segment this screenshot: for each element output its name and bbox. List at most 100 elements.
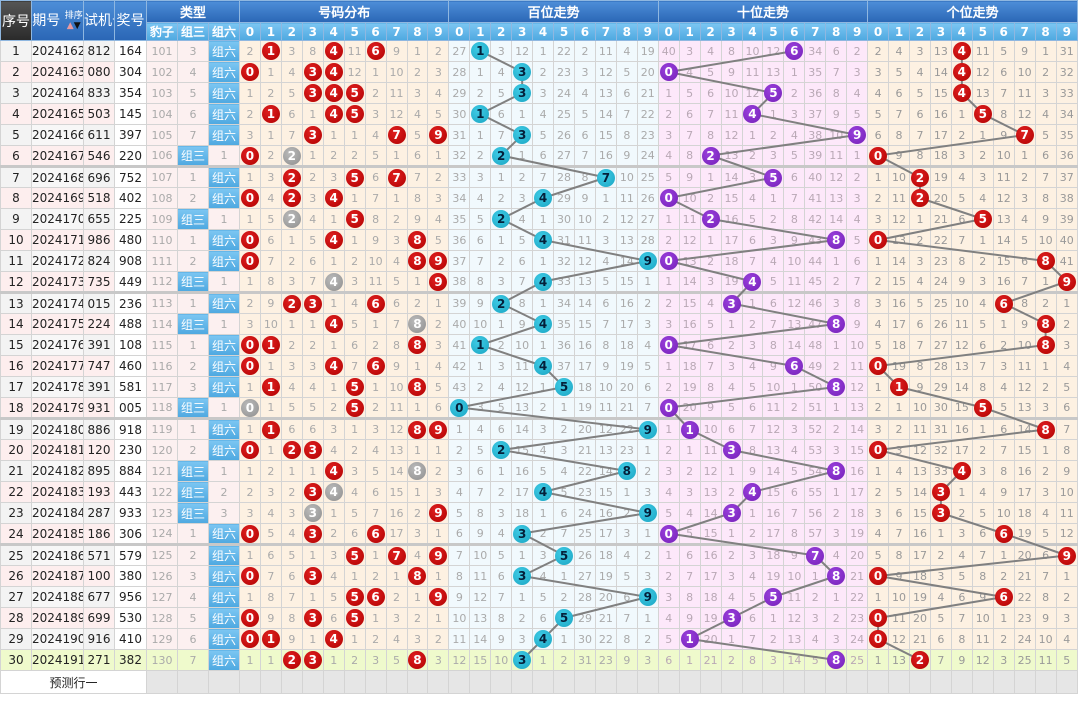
row-issue[interactable]: 2024176 <box>31 334 84 356</box>
row-type-omission: 1 <box>177 417 209 440</box>
row-issue[interactable]: 2024180 <box>31 417 84 440</box>
row-issue[interactable]: 2024169 <box>31 187 84 209</box>
predict-cell[interactable] <box>532 670 555 694</box>
row-dist-cell: 1 <box>385 187 408 209</box>
predict-cell[interactable] <box>239 670 261 694</box>
row-bai-cell: 19 <box>636 40 659 62</box>
row-issue[interactable]: 2024179 <box>31 397 84 419</box>
predict-cell[interactable] <box>720 670 743 694</box>
header-issue[interactable]: 期号 排序 ▲▼ <box>31 0 84 41</box>
predict-cell[interactable] <box>909 670 931 694</box>
predict-cell[interactable] <box>511 670 534 694</box>
row-issue[interactable]: 2024168 <box>31 165 84 188</box>
row-issue[interactable]: 2024188 <box>31 586 84 608</box>
predict-cell[interactable] <box>301 670 324 694</box>
row-shi-cell: 10 <box>741 40 764 62</box>
predict-cell[interactable] <box>741 670 764 694</box>
row-bai-cell: 1 <box>532 376 555 398</box>
row-issue[interactable]: 2024181 <box>31 439 84 461</box>
predict-cell[interactable] <box>177 670 209 694</box>
row-issue[interactable]: 2024164 <box>31 82 84 104</box>
predict-cell[interactable] <box>146 670 178 694</box>
predict-cell[interactable] <box>657 670 680 694</box>
row-issue[interactable]: 2024167 <box>31 145 84 167</box>
predict-cell[interactable] <box>343 670 366 694</box>
row-issue[interactable]: 2024173 <box>31 271 84 293</box>
row-bai-cell: 15 <box>469 649 492 671</box>
predict-cell[interactable] <box>259 670 282 694</box>
row-shi-cell: 7 <box>699 355 722 377</box>
row-issue[interactable]: 2024184 <box>31 502 84 524</box>
row-issue[interactable]: 2024186 <box>31 543 84 566</box>
predict-cell[interactable] <box>448 670 471 694</box>
predict-cell[interactable] <box>207 670 241 694</box>
predict-cell[interactable] <box>574 670 596 694</box>
row-issue[interactable]: 2024187 <box>31 565 84 587</box>
predict-cell[interactable] <box>406 670 429 694</box>
predict-cell[interactable] <box>678 670 701 694</box>
row-issue[interactable]: 2024171 <box>31 229 84 251</box>
row-issue[interactable]: 2024162 <box>31 40 84 62</box>
sort-up-icon[interactable]: ▲ <box>66 20 74 31</box>
row-type-omission: 102 <box>146 61 178 83</box>
row-issue[interactable]: 2024178 <box>31 376 84 398</box>
ge-ball-5: 5 <box>973 398 992 417</box>
row-issue[interactable]: 2024175 <box>31 313 84 335</box>
predict-cell[interactable] <box>636 670 659 694</box>
row-issue[interactable]: 2024190 <box>31 628 84 650</box>
sort-down-icon[interactable]: ▼ <box>73 20 81 31</box>
predict-cell[interactable] <box>1034 670 1057 694</box>
predict-cell[interactable] <box>1055 670 1078 694</box>
predict-cell[interactable] <box>553 670 576 694</box>
row-shi-cell: 1 <box>657 208 680 230</box>
row-type-omission: 5 <box>177 82 209 104</box>
predict-cell[interactable] <box>888 670 911 694</box>
predict-cell[interactable] <box>469 670 492 694</box>
bai-ball-4: 4 <box>534 315 553 333</box>
predict-cell[interactable] <box>594 670 617 694</box>
predict-cell[interactable] <box>1013 670 1036 694</box>
row-issue[interactable]: 2024182 <box>31 460 84 482</box>
predict-cell[interactable] <box>762 670 785 694</box>
row-issue[interactable]: 2024183 <box>31 481 84 503</box>
predict-cell[interactable] <box>825 670 848 694</box>
row-issue[interactable]: 2024165 <box>31 103 84 125</box>
table-row: 17 2024178 391 581 117 3 组六 1 1 4 4 1 5 1 10 8 5 43 2 4 12 1 5… <box>0 376 1078 398</box>
predict-cell[interactable] <box>385 670 408 694</box>
predict-cell[interactable] <box>699 670 722 694</box>
row-issue[interactable]: 2024191 <box>31 649 84 671</box>
row-issue[interactable]: 2024174 <box>31 291 84 314</box>
predict-cell[interactable] <box>322 670 345 694</box>
row-ge-cell: 12 <box>971 61 994 83</box>
row-test-number: 747 <box>83 355 115 377</box>
row-issue[interactable]: 2024185 <box>31 523 84 545</box>
predict-cell[interactable] <box>804 670 827 694</box>
row-shi-cell: 4 <box>741 187 764 209</box>
predict-cell[interactable] <box>490 670 513 694</box>
row-type-omission: 5 <box>177 607 209 629</box>
predict-cell[interactable] <box>280 670 303 694</box>
row-issue[interactable]: 2024189 <box>31 607 84 629</box>
row-seq: 10 <box>0 229 32 251</box>
predict-cell[interactable] <box>950 670 973 694</box>
predict-cell[interactable] <box>867 670 890 694</box>
predict-cell[interactable] <box>992 670 1015 694</box>
row-type-omission: 119 <box>146 417 178 440</box>
row-issue[interactable]: 2024177 <box>31 355 84 377</box>
predict-cell[interactable] <box>971 670 994 694</box>
row-issue[interactable]: 2024163 <box>31 61 84 83</box>
row-issue[interactable]: 2024170 <box>31 208 84 230</box>
row-draw-number: 230 <box>114 439 147 461</box>
predict-cell[interactable] <box>427 670 450 694</box>
sort-control[interactable]: 排序 ▲▼ <box>65 11 83 31</box>
row-bai-cell: 5 <box>448 502 471 524</box>
predict-cell[interactable] <box>846 670 869 694</box>
row-bai-cell: 11 <box>448 628 471 650</box>
row-issue[interactable]: 2024172 <box>31 250 84 272</box>
row-dist-cell: 1 <box>364 607 387 629</box>
predict-cell[interactable] <box>783 670 806 694</box>
predict-cell[interactable] <box>364 670 387 694</box>
predict-cell[interactable] <box>615 670 638 694</box>
predict-cell[interactable] <box>929 670 952 694</box>
row-issue[interactable]: 2024166 <box>31 124 84 146</box>
